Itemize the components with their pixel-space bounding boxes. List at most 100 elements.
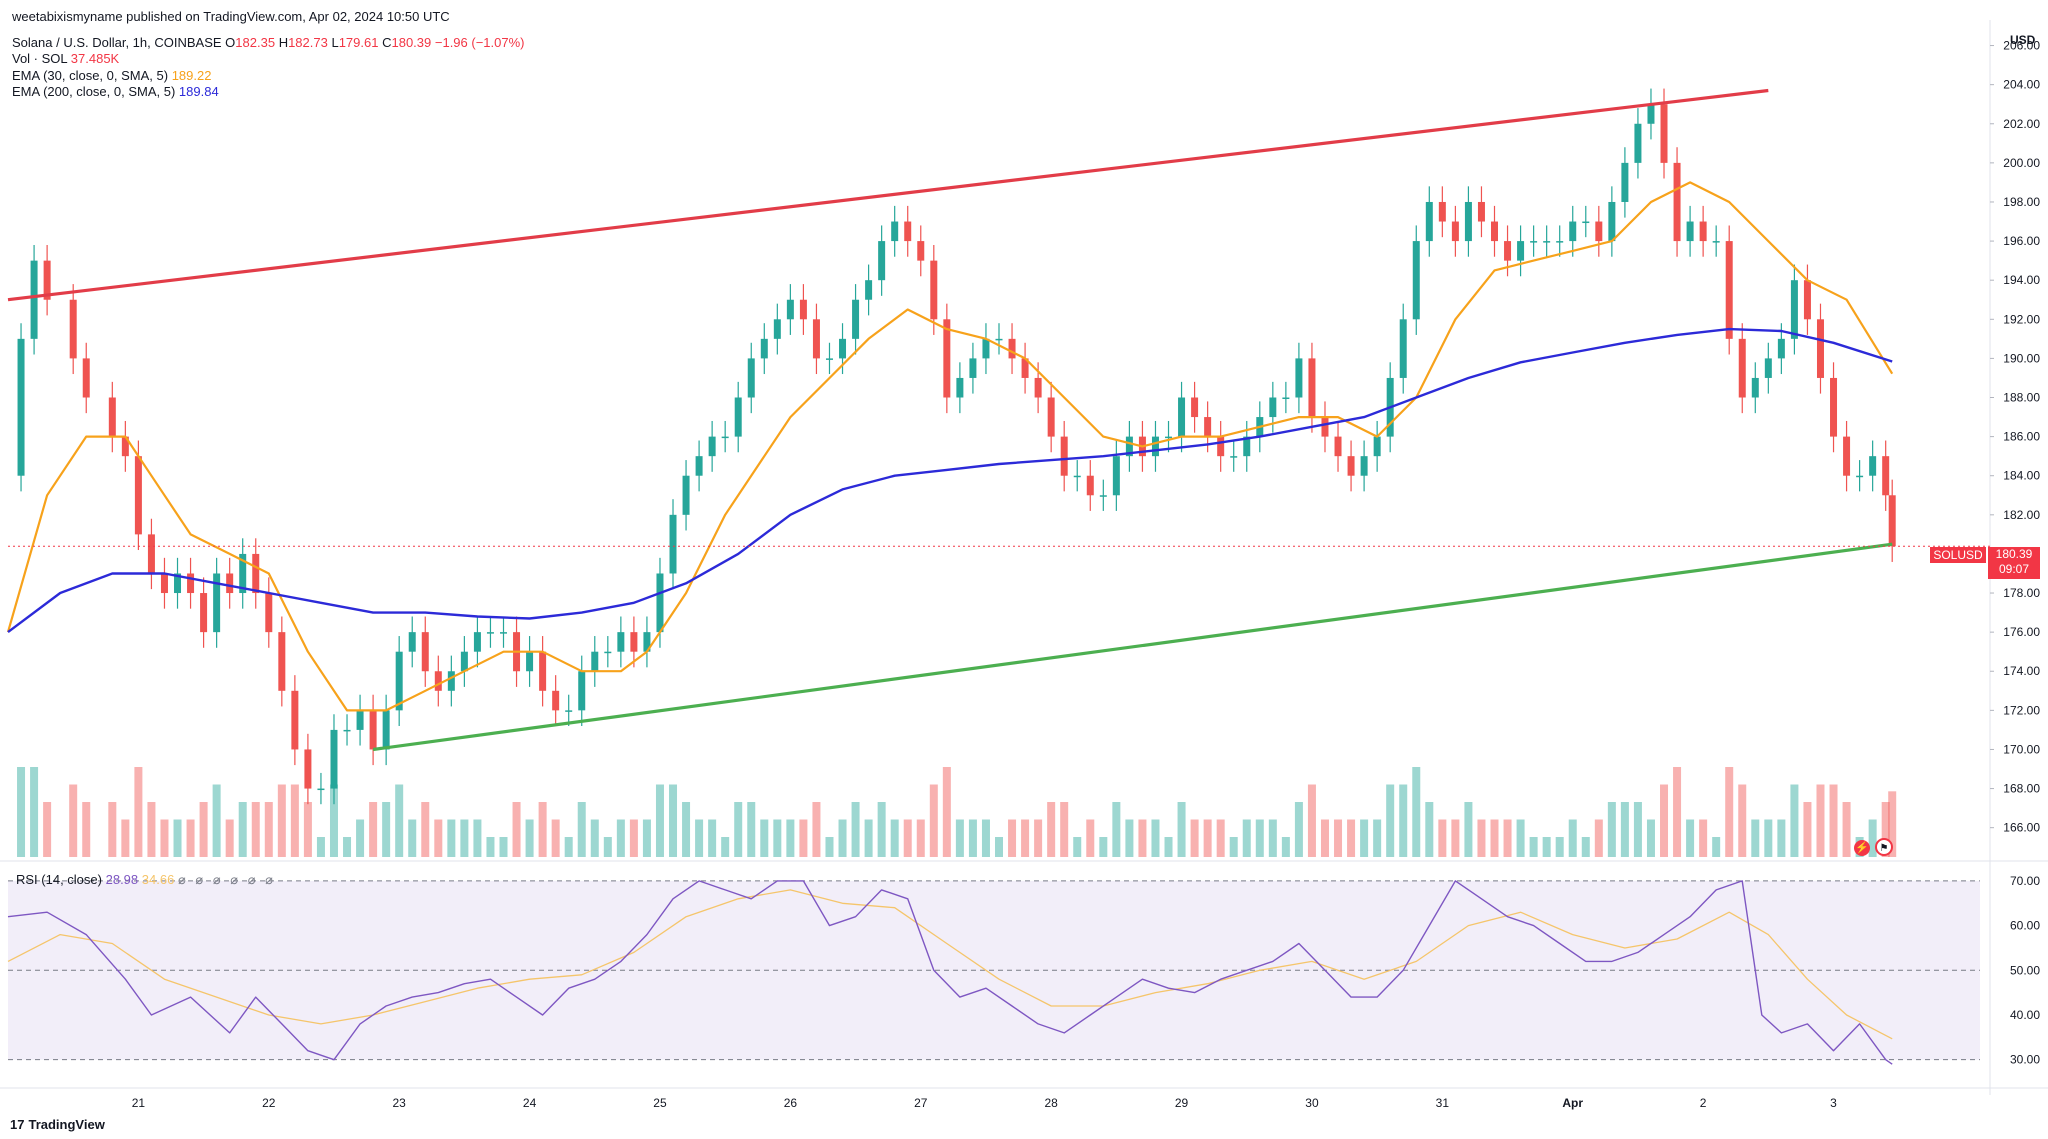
rsi-value: 28.98: [105, 872, 139, 887]
candle-body: [1112, 456, 1120, 496]
volume-bar: [1790, 784, 1799, 857]
symbol-price-tag: SOLUSD: [1930, 547, 1986, 563]
volume-bar: [1490, 819, 1499, 857]
candle-body: [395, 651, 403, 711]
ema200-value: 189.84: [178, 84, 219, 99]
candle-body: [721, 436, 729, 439]
candle-body: [1295, 358, 1303, 398]
candle-body: [174, 573, 182, 594]
time-tick-label: 26: [784, 1096, 798, 1110]
volume-bar: [1307, 784, 1316, 857]
candle-body: [1660, 104, 1668, 163]
candle-body: [578, 671, 586, 711]
candle-body: [695, 456, 703, 476]
publisher-line: weetabixismyname published on TradingVie…: [12, 9, 450, 24]
candle-body: [121, 436, 129, 457]
candle-body: [1425, 201, 1433, 242]
candle-body: [799, 299, 807, 320]
candle-body: [1712, 241, 1720, 243]
volume-bar: [1738, 784, 1747, 857]
candle-body: [1830, 377, 1838, 437]
lightning-icon[interactable]: ⚡: [1854, 840, 1870, 856]
volume-bar: [1620, 802, 1629, 857]
ema200-label: EMA (200, close, 0, SMA, 5): [12, 84, 176, 99]
candle-body: [1888, 495, 1896, 547]
volume-bar: [1686, 819, 1695, 857]
candle-body: [1217, 436, 1225, 457]
time-tick-label: 30: [1305, 1096, 1319, 1110]
ema30-legend[interactable]: EMA (30, close, 0, SMA, 5) 189.22: [12, 68, 211, 83]
volume-bar: [512, 802, 521, 857]
symbol-title[interactable]: Solana / U.S. Dollar, 1h, COINBASE: [12, 35, 222, 50]
rsi-hidden-values: ⌀ ⌀ ⌀ ⌀ ⌀ ⌀: [177, 872, 276, 887]
candle-body: [565, 710, 573, 712]
rsi-tick-label: 70.00: [2010, 874, 2040, 888]
price-tick-label: 170.00: [2003, 742, 2040, 756]
candle-body: [1856, 475, 1864, 478]
candle-body: [891, 221, 899, 242]
volume-bar: [1816, 784, 1825, 857]
volume-bar: [356, 819, 365, 857]
candle-body: [1673, 162, 1681, 242]
volume-bar: [916, 819, 925, 857]
candle-body: [17, 338, 25, 476]
volume-bar: [316, 837, 325, 857]
volume-bar: [1177, 802, 1186, 857]
ema200-legend[interactable]: EMA (200, close, 0, SMA, 5) 189.84: [12, 84, 219, 99]
volume-bar: [747, 802, 756, 857]
time-tick-label: 27: [914, 1096, 928, 1110]
volume-bar: [1725, 767, 1734, 857]
flag-icon[interactable]: ⚑: [1875, 838, 1893, 856]
ema30-label: EMA (30, close, 0, SMA, 5): [12, 68, 169, 83]
candle-body: [786, 299, 794, 320]
candle-body: [1517, 241, 1525, 261]
volume-bar: [1464, 802, 1473, 857]
volume-bar: [1516, 819, 1525, 857]
tradingview-logo[interactable]: 17 TradingView: [10, 1117, 105, 1132]
volume-legend[interactable]: Vol · SOL 37.485K: [12, 51, 119, 66]
rsi-legend[interactable]: RSI (14, close) 28.98 34.66 ⌀ ⌀ ⌀ ⌀ ⌀ ⌀: [16, 872, 276, 888]
time-tick-label: 23: [393, 1096, 407, 1110]
volume-bar: [277, 784, 286, 857]
price-tick-label: 174.00: [2003, 664, 2040, 678]
candle-body: [252, 553, 260, 594]
candle-body: [343, 729, 351, 732]
candle-body: [747, 358, 755, 398]
candle-body: [43, 260, 51, 300]
candle-body: [1178, 397, 1186, 437]
candle-body: [825, 358, 833, 360]
volume-bar: [251, 802, 260, 857]
volume-bar: [1751, 819, 1760, 857]
candle-body: [1151, 436, 1159, 457]
candle-body: [1725, 241, 1733, 339]
candle-body: [904, 221, 912, 242]
candle-body: [1282, 397, 1290, 400]
volume-bar: [525, 819, 534, 857]
volume-bar: [421, 802, 430, 857]
candle-body: [1477, 201, 1485, 222]
volume-bar: [108, 802, 117, 857]
candle-body: [591, 651, 599, 672]
last-price-tag: 180.39 09:07: [1988, 547, 2040, 579]
candle-body: [1034, 377, 1042, 398]
candle-body: [1803, 280, 1811, 320]
price-tick-label: 202.00: [2003, 117, 2040, 131]
open-label: O: [225, 35, 236, 50]
candle-body: [265, 593, 273, 633]
volume-bar: [329, 784, 338, 857]
candle-body: [239, 553, 247, 594]
rsi-tick-label: 60.00: [2010, 919, 2040, 933]
candle-body: [421, 632, 429, 672]
candle-body: [930, 260, 938, 320]
rsi-tick-label: 30.00: [2010, 1053, 2040, 1067]
volume-bar: [225, 819, 234, 857]
time-tick-label: 3: [1830, 1096, 1837, 1110]
volume-bar: [395, 784, 404, 857]
volume-bar: [786, 819, 795, 857]
candle-body: [1308, 358, 1316, 418]
volume-bar: [1868, 819, 1877, 857]
volume-bar: [1438, 819, 1447, 857]
low-label: L: [331, 35, 339, 50]
currency-label[interactable]: USD: [2010, 33, 2036, 47]
